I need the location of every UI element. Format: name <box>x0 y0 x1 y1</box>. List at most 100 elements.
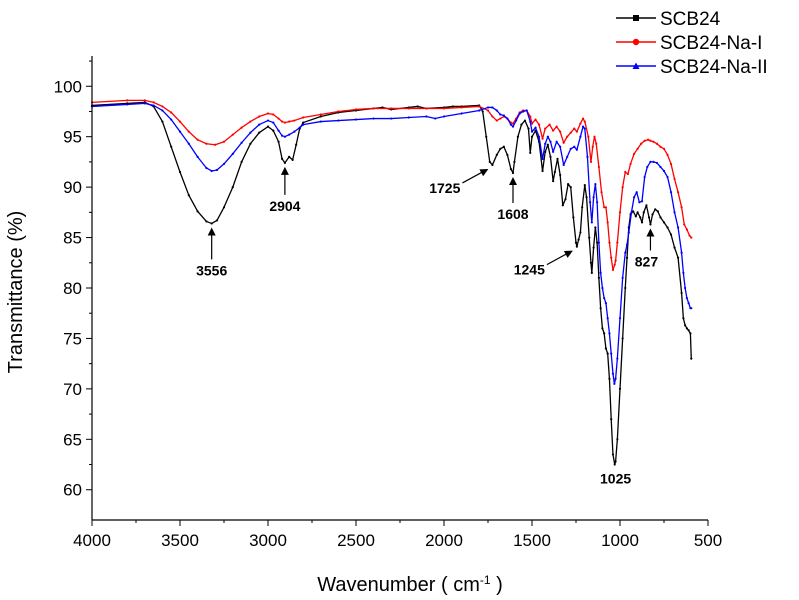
data-point <box>552 179 555 183</box>
data-point <box>649 160 652 164</box>
data-point <box>534 126 537 129</box>
data-point <box>277 117 280 120</box>
data-point <box>506 117 509 120</box>
data-point <box>632 210 635 213</box>
data-point <box>652 140 655 143</box>
data-point <box>581 206 584 209</box>
data-point <box>614 460 617 463</box>
data-point <box>442 115 446 118</box>
data-point <box>610 418 613 421</box>
data-point <box>283 135 286 138</box>
data-point <box>673 246 676 249</box>
data-point <box>337 119 340 122</box>
data-point <box>613 463 616 466</box>
data-point <box>640 221 644 224</box>
data-point <box>654 208 657 211</box>
annotation-arrow-head <box>563 250 573 258</box>
data-point <box>688 234 691 237</box>
data-point <box>152 104 155 107</box>
annotation-1245: 1245 <box>514 250 573 278</box>
series-points <box>90 101 693 466</box>
data-point <box>529 115 532 118</box>
data-point <box>544 127 547 130</box>
data-point <box>298 126 301 129</box>
legend-entry: SCB24 <box>616 9 721 30</box>
data-point <box>549 140 552 143</box>
data-point <box>205 166 208 170</box>
data-point <box>682 271 685 274</box>
data-point <box>266 119 270 122</box>
data-point <box>591 145 594 148</box>
data-point <box>611 268 615 271</box>
y-tick-label: 65 <box>63 430 82 449</box>
data-point <box>434 117 437 120</box>
annotation-2904: 2904 <box>269 166 301 214</box>
data-point <box>666 226 669 229</box>
data-point <box>599 271 602 274</box>
data-point <box>621 276 624 280</box>
data-point <box>541 157 544 160</box>
data-point <box>613 263 616 266</box>
data-point <box>604 347 608 350</box>
data-point <box>651 213 654 216</box>
data-point <box>611 453 615 456</box>
data-point <box>240 126 243 129</box>
data-point <box>586 155 589 158</box>
data-point <box>583 127 586 130</box>
data-point <box>639 216 642 219</box>
data-point <box>606 221 609 224</box>
data-point <box>636 211 639 214</box>
data-point <box>161 120 164 123</box>
data-point <box>513 160 516 164</box>
data-point <box>143 99 146 102</box>
data-point <box>509 123 512 126</box>
annotation-1725: 1725 <box>429 168 489 196</box>
data-point <box>205 220 208 223</box>
data-point <box>579 231 582 234</box>
data-point <box>581 125 585 128</box>
data-point <box>603 296 606 300</box>
data-point <box>616 241 619 244</box>
annotation-label: 827 <box>635 253 659 269</box>
data-point <box>249 120 252 123</box>
x-tick-label: 4000 <box>73 531 111 550</box>
annotation-arrow-shaft <box>462 170 485 184</box>
data-point <box>215 168 219 172</box>
data-point <box>523 119 527 122</box>
data-point <box>590 271 593 274</box>
annotation-arrow-head <box>479 168 489 177</box>
annotation-1025: 1025 <box>600 470 631 486</box>
data-point <box>601 327 604 330</box>
data-point <box>511 171 515 175</box>
series-line-scb24-na-ii <box>91 102 692 385</box>
data-point <box>569 147 572 150</box>
data-point <box>659 216 662 219</box>
data-point <box>354 108 358 111</box>
data-point <box>669 191 673 194</box>
x-tick-label: 1000 <box>601 531 639 550</box>
data-point <box>495 153 498 156</box>
data-point <box>618 387 622 390</box>
data-point <box>442 107 446 110</box>
data-point <box>416 105 419 108</box>
data-point <box>673 177 676 181</box>
data-point <box>319 115 322 118</box>
annotation-label: 2904 <box>269 198 300 214</box>
data-point <box>625 256 629 259</box>
data-point <box>614 259 617 262</box>
data-point <box>559 145 562 148</box>
data-point <box>222 140 226 143</box>
data-point <box>530 122 534 125</box>
data-point <box>178 170 182 174</box>
data-point <box>676 256 680 259</box>
data-point <box>302 123 305 126</box>
data-point <box>272 113 275 116</box>
data-point <box>632 152 636 155</box>
data-point <box>592 246 595 249</box>
data-point <box>640 142 643 145</box>
data-point <box>590 221 593 224</box>
data-point <box>621 337 624 340</box>
data-point <box>291 158 294 161</box>
data-point <box>488 160 491 164</box>
y-tick-label: 85 <box>63 229 82 248</box>
